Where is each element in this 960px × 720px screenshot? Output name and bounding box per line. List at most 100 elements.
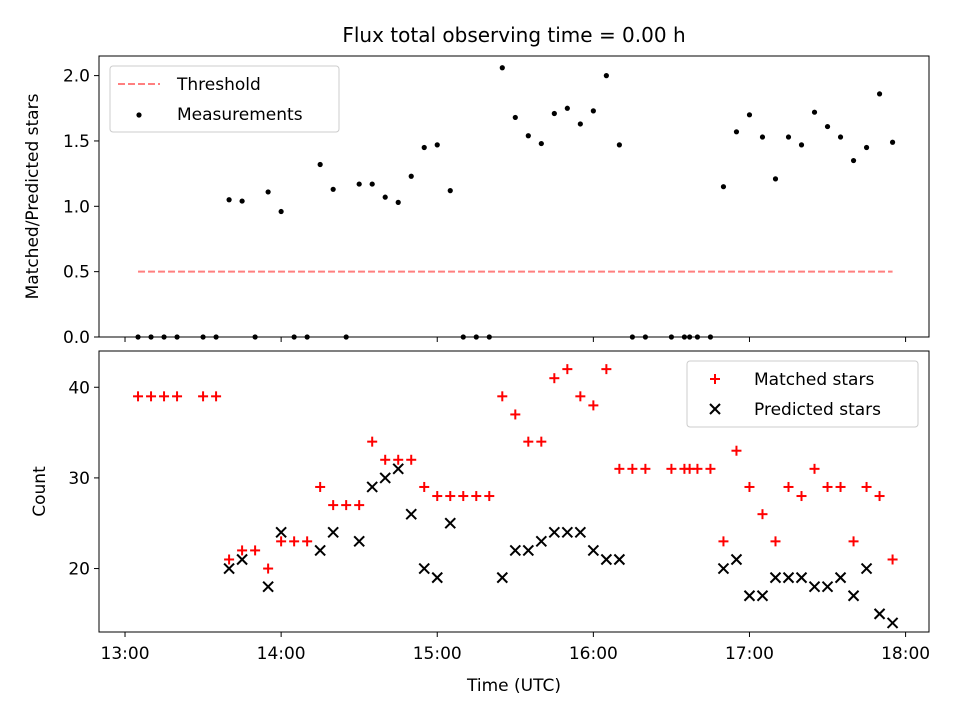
matched-star-point: [783, 481, 794, 492]
measurement-point: [798, 142, 805, 148]
matched-star-point: [627, 463, 638, 474]
measurement-point: [369, 181, 375, 187]
matched-star-point: [562, 364, 573, 375]
predicted-star-point: [353, 535, 365, 548]
matched-star-point: [198, 391, 209, 402]
matched-star-point: [666, 463, 677, 474]
measurement-point: [850, 157, 857, 164]
predicted-star-point: [314, 544, 326, 557]
predicted-star-point: [522, 544, 535, 557]
matched-star-point: [289, 536, 300, 547]
matched-star-point: [809, 463, 820, 474]
top-y-tick-label: 0.5: [63, 263, 90, 283]
measurement-point: [837, 134, 844, 140]
matched-star-point: [484, 491, 495, 502]
predicted-star-point: [327, 526, 339, 538]
matched-star-point: [848, 536, 859, 547]
bottom-y-axis-label: Count: [30, 466, 50, 517]
predicted-star-point: [509, 544, 522, 557]
matched-star-point: [575, 391, 586, 402]
matched-star-point: [237, 545, 248, 556]
measurement-point: [460, 334, 466, 340]
measurement-point: [304, 334, 310, 340]
x-tick-label: 16:00: [569, 644, 618, 664]
matched-star-point: [380, 454, 391, 465]
predicted-star-point: [223, 562, 235, 575]
predicted-star-point: [847, 590, 860, 602]
measurement-point: [161, 334, 167, 340]
matched-star-point: [172, 391, 183, 402]
legend-predicted-label: Predicted stars: [754, 400, 881, 420]
measurement-point: [577, 121, 583, 127]
bottom-y-tick-label: 30: [68, 469, 90, 489]
measurement-point: [408, 173, 414, 179]
bottom-panel: 20 30 40 13:00 14:00 15:00 16:00 17:00 18:00 Cou…: [30, 350, 930, 696]
bottom-y-tick-label: 40: [68, 378, 90, 398]
predicted-star-point: [821, 580, 834, 593]
matched-star-point: [341, 500, 352, 511]
measurement-point: [395, 199, 401, 205]
matched-star-point: [146, 391, 157, 402]
predicted-star-point: [600, 553, 613, 566]
bottom-legend: Matched stars Predicted stars: [686, 360, 919, 428]
matched-star-point: [770, 536, 781, 547]
measurement-point: [330, 186, 336, 192]
matched-star-point: [432, 491, 443, 502]
predicted-star-point: [730, 553, 743, 566]
measurement-point: [356, 181, 362, 187]
matched-star-point: [640, 463, 651, 474]
top-legend-frame: [109, 65, 340, 133]
predicted-star-point: [717, 562, 730, 575]
matched-star-point: [224, 554, 235, 565]
x-tick-label: 15:00: [413, 644, 462, 664]
measurement-point: [687, 334, 693, 340]
matched-star-point: [861, 481, 872, 492]
top-axes-frame: [98, 55, 930, 338]
matched-star-point: [276, 536, 287, 547]
matched-star-point: [887, 554, 898, 565]
bottom-axes-frame: [98, 350, 930, 633]
matched-star-point: [588, 400, 599, 411]
measurement-point: [785, 134, 792, 140]
predicted-star-point: [769, 571, 782, 584]
measurement-point: [434, 142, 440, 148]
predicted-star-point: [431, 571, 443, 584]
matched-star-point: [692, 463, 703, 474]
measurement-point: [551, 110, 557, 117]
measurement-point: [629, 334, 635, 340]
matched-star-point: [263, 563, 274, 574]
measurement-point: [213, 334, 219, 340]
top-y-tick-label: 2.0: [63, 67, 90, 87]
measurement-point: [720, 184, 727, 190]
predicted-star-point: [561, 526, 574, 538]
predicted-star-point: [743, 590, 756, 602]
matched-star-point: [328, 500, 339, 511]
measurement-point: [863, 144, 870, 151]
x-tick-label: 13:00: [101, 644, 150, 664]
predicted-star-point: [392, 463, 404, 475]
legend-matched-label: Matched stars: [754, 370, 874, 390]
legend-measurement-label: Measurements: [177, 105, 303, 125]
predicted-star-point: [860, 562, 873, 575]
predicted-star-point: [535, 535, 548, 548]
measurement-point: [473, 334, 479, 340]
top-legend: Threshold Measurements: [109, 65, 340, 133]
matched-star-point: [822, 481, 833, 492]
legend-predicted-swatch: [709, 403, 721, 415]
predicted-star-point: [496, 571, 508, 584]
matched-star-point: [510, 409, 521, 420]
predicted-star-point: [873, 608, 886, 620]
matched-star-point: [835, 481, 846, 492]
matched-star-point: [523, 436, 534, 447]
x-tick-label: 14:00: [257, 644, 306, 664]
predicted-star-point: [379, 472, 391, 484]
matched-star-point: [159, 391, 170, 402]
matched-star-point: [250, 545, 261, 556]
matched-star-point: [614, 463, 625, 474]
predicted-star-point: [613, 553, 626, 566]
bottom-y-tick-label: 20: [68, 560, 90, 580]
predicted-star-point: [444, 517, 456, 529]
matched-star-point: [705, 463, 716, 474]
predicted-star-point: [808, 580, 821, 593]
measurement-point: [603, 73, 609, 79]
